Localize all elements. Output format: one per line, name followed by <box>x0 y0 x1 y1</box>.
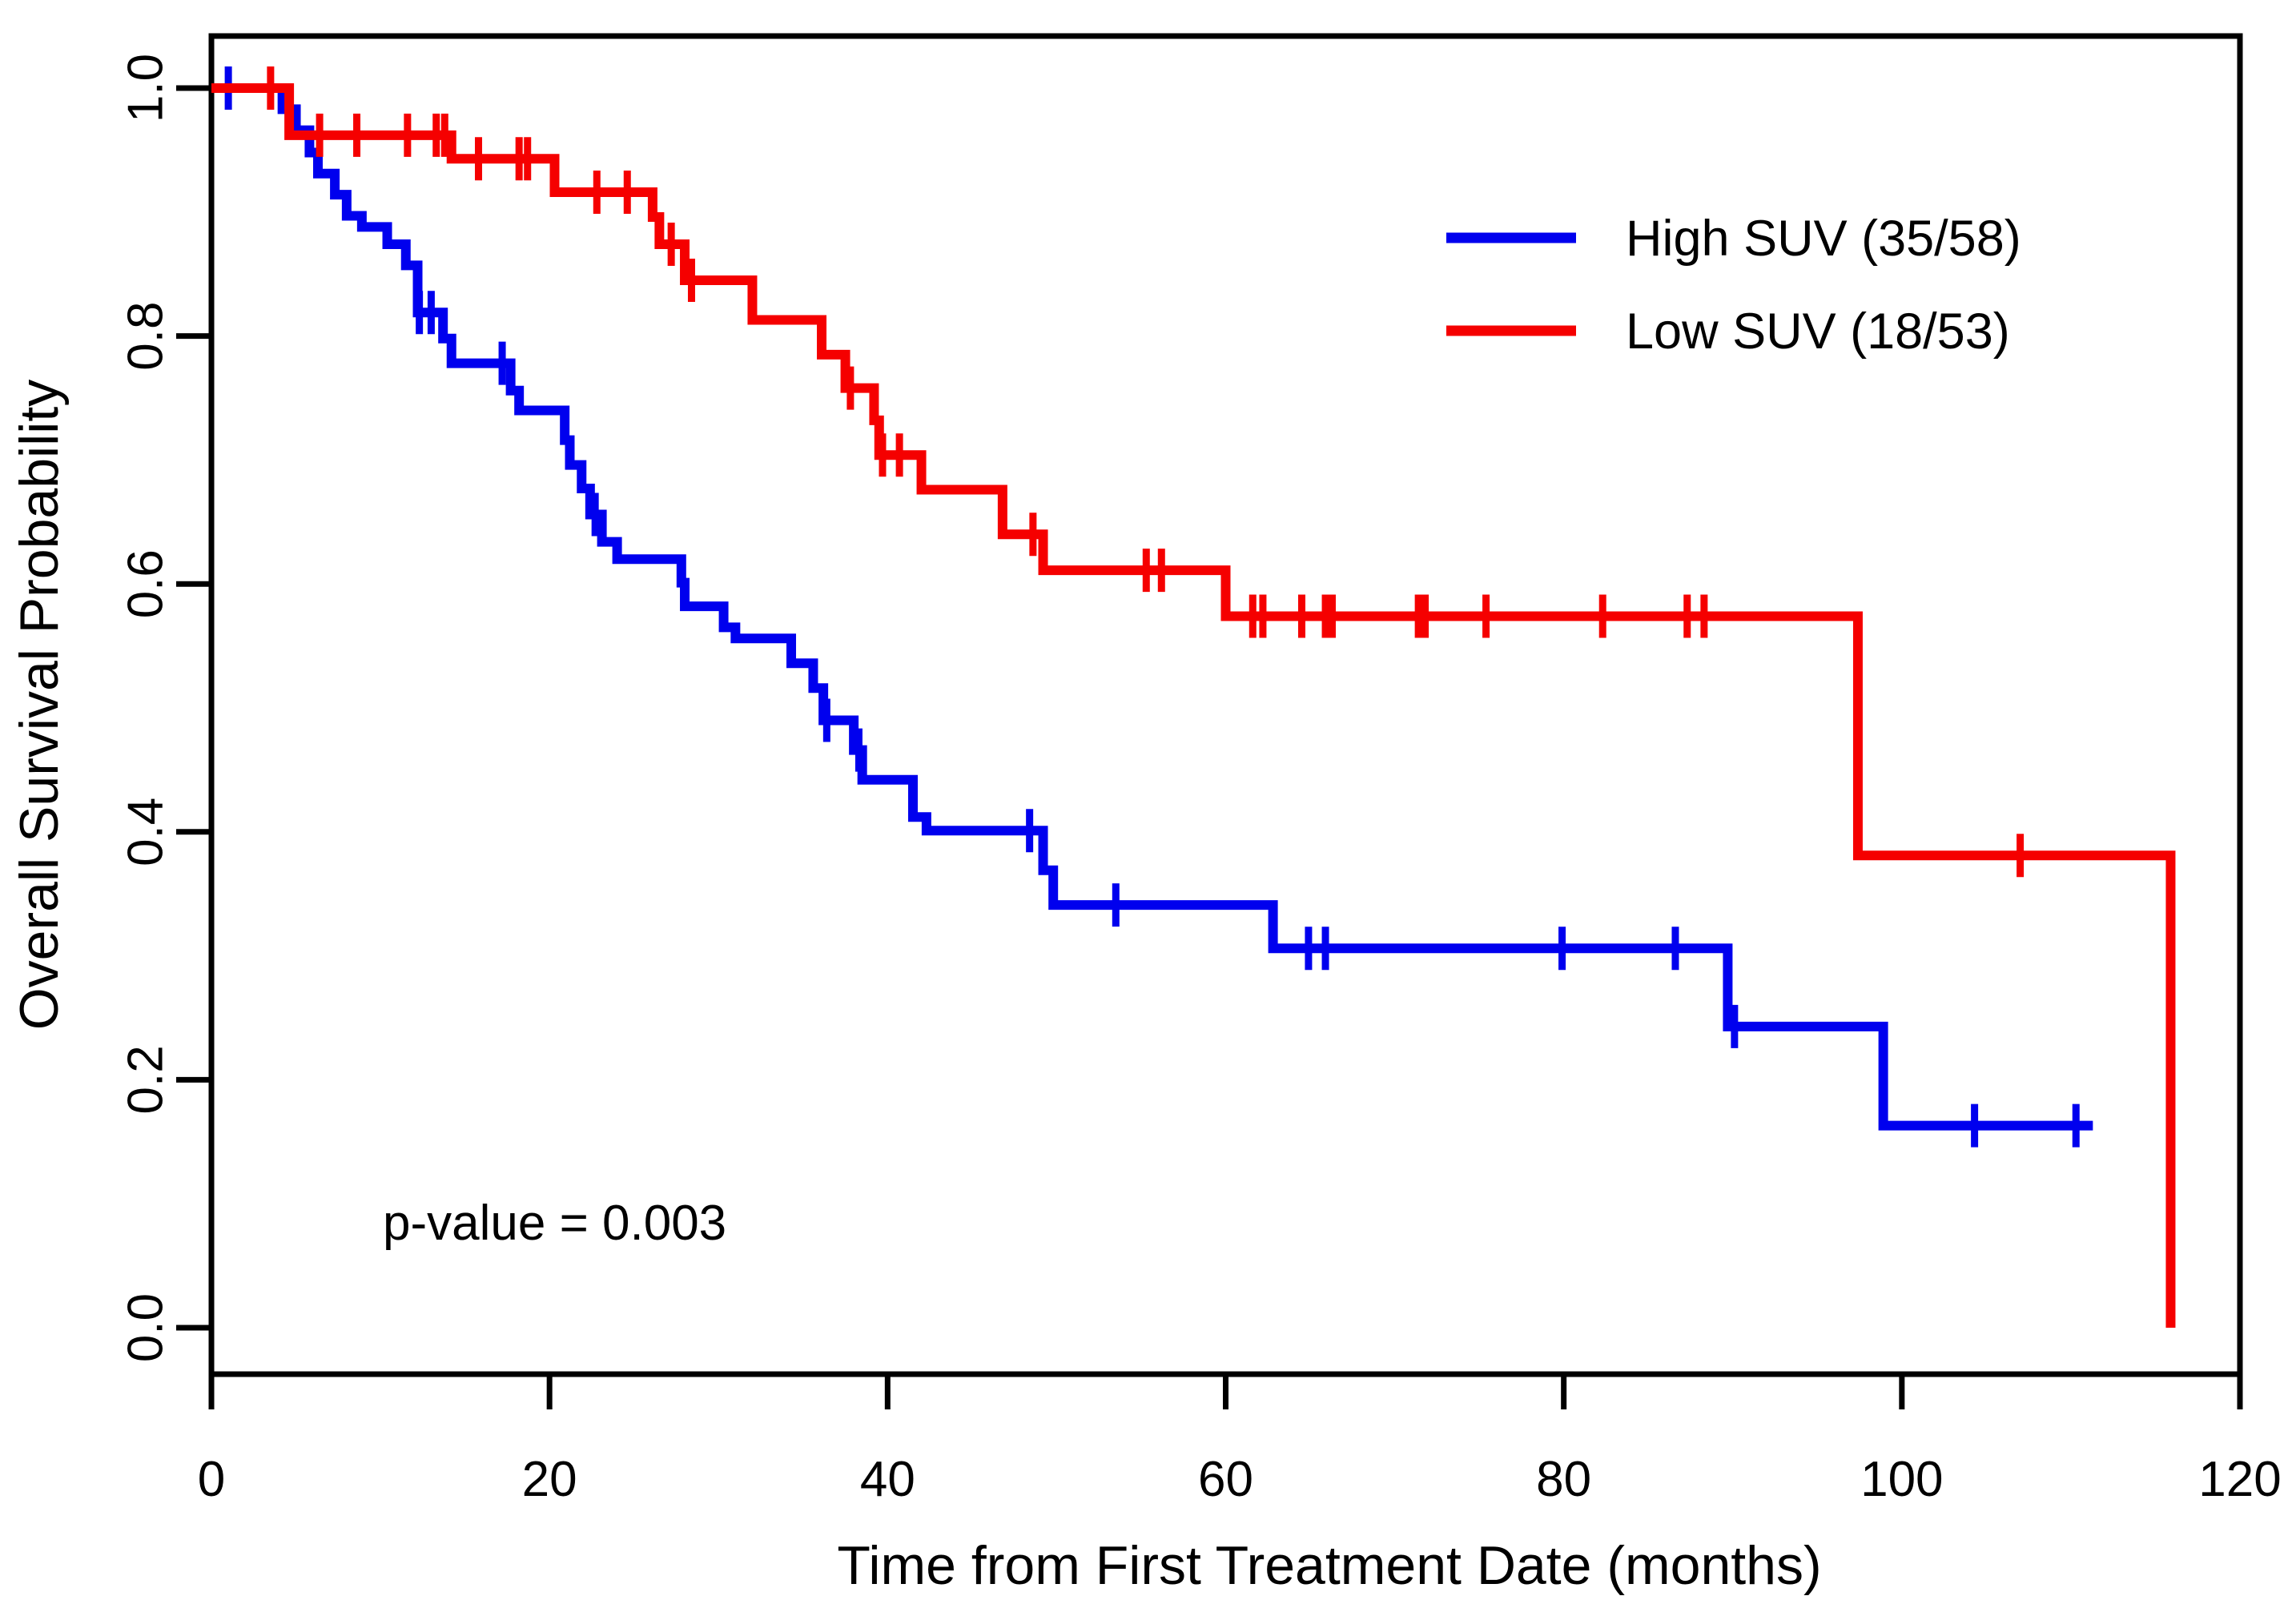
x-tick-label-20: 20 <box>522 1452 577 1507</box>
x-tick-label-60: 60 <box>1198 1452 1253 1507</box>
y-tick-label-1.0: 1.0 <box>119 54 174 123</box>
p-value-annotation: p-value = 0.003 <box>383 1196 726 1251</box>
x-tick-label-40: 40 <box>860 1452 915 1507</box>
x-tick-label-0: 0 <box>198 1452 225 1507</box>
legend: High SUV (35/58) Low SUV (18/53) <box>1446 211 2021 360</box>
legend-label-high-suv: High SUV (35/58) <box>1626 211 2021 267</box>
x-axis-title: Time from First Treatment Date (months) <box>837 1535 1821 1596</box>
legend-label-low-suv: Low SUV (18/53) <box>1626 304 2010 360</box>
y-tick-label-0.6: 0.6 <box>119 549 174 618</box>
x-axis-ticks: 0 20 40 60 80 100 120 <box>198 1374 2282 1507</box>
y-tick-label-0.2: 0.2 <box>119 1045 174 1114</box>
y-tick-label-0.8: 0.8 <box>119 301 174 370</box>
y-tick-label-0.0: 0.0 <box>119 1293 174 1362</box>
low-suv-censor-marks <box>267 66 2025 878</box>
survival-curves <box>211 66 2176 1328</box>
y-axis-title: Overall Survival Probability <box>9 380 70 1031</box>
x-tick-label-80: 80 <box>1536 1452 1591 1507</box>
low-suv-curve <box>211 83 2176 1328</box>
high-suv-censor-marks <box>224 66 2080 1148</box>
x-tick-label-100: 100 <box>1860 1452 1943 1507</box>
y-axis-ticks: 0.0 0.2 0.4 0.6 0.8 1.0 <box>119 54 211 1362</box>
x-tick-label-120: 120 <box>2198 1452 2281 1507</box>
y-tick-label-0.4: 0.4 <box>119 798 174 866</box>
